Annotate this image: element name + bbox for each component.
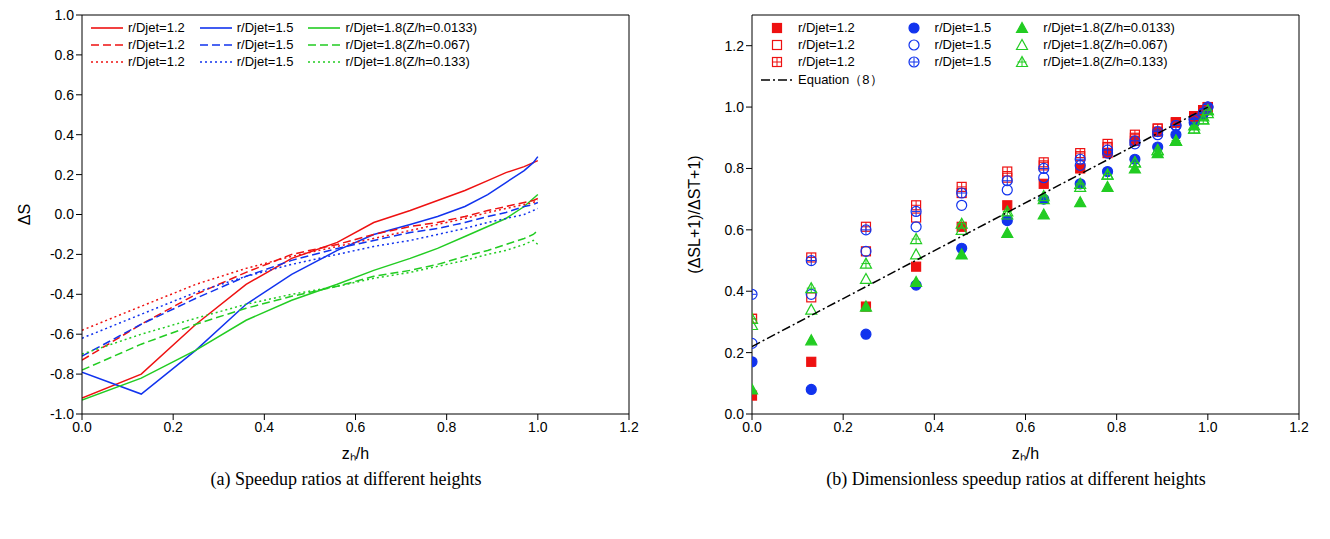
svg-text:1.0: 1.0 <box>528 419 548 435</box>
svg-text:-0.8: -0.8 <box>50 366 74 382</box>
svg-text:1.2: 1.2 <box>725 38 745 54</box>
html-text:r/Djet=1.8(Z/h=0.0133): r/Djet=1.8(Z/h=0.0133) <box>1043 20 1175 35</box>
html-text:r/Djet=1.2: r/Djet=1.2 <box>798 20 855 35</box>
html-text:r/Djet=1.2: r/Djet=1.2 <box>798 37 855 52</box>
html-text:r/Djet=1.5: r/Djet=1.5 <box>236 54 294 69</box>
html-text:r/Djet=1.8(Z/h=0.067): r/Djet=1.8(Z/h=0.067) <box>345 37 470 52</box>
svg-text:0.8: 0.8 <box>55 47 75 63</box>
svg-text:zₕ/h: zₕ/h <box>1012 445 1039 462</box>
svg-text:ΔS: ΔS <box>16 204 33 225</box>
svg-text:0.6: 0.6 <box>55 87 75 103</box>
svg-text:0.0: 0.0 <box>742 419 762 435</box>
svg-text:0.0: 0.0 <box>725 406 745 422</box>
html-text:r/Djet=1.5: r/Djet=1.5 <box>934 54 992 69</box>
html-text:r/Djet=1.5: r/Djet=1.5 <box>236 20 294 35</box>
html-text:r/Djet=1.5: r/Djet=1.5 <box>236 37 294 52</box>
svg-text:-0.2: -0.2 <box>50 246 74 262</box>
html-text:r/Djet=1.2: r/Djet=1.2 <box>128 37 185 52</box>
svg-text:1.0: 1.0 <box>1198 419 1218 435</box>
svg-text:0.8: 0.8 <box>725 160 745 176</box>
svg-text:0.4: 0.4 <box>725 283 745 299</box>
html-text:r/Djet=1.8(Z/h=0.067): r/Djet=1.8(Z/h=0.067) <box>1043 37 1168 52</box>
svg-text:0.4: 0.4 <box>55 127 75 143</box>
html-text:r/Djet=1.8(Z/h=0.133): r/Djet=1.8(Z/h=0.133) <box>345 54 470 69</box>
svg-text:zₕ/h: zₕ/h <box>342 445 369 462</box>
html-text:r/Djet=1.2: r/Djet=1.2 <box>798 54 855 69</box>
html-text:r/Djet=1.2: r/Djet=1.2 <box>128 20 185 35</box>
svg-text:0.2: 0.2 <box>55 167 75 183</box>
svg-text:0.0: 0.0 <box>55 206 75 222</box>
svg-text:0.2: 0.2 <box>163 419 183 435</box>
html-text:r/Djet=1.8(Z/h=0.0133): r/Djet=1.8(Z/h=0.0133) <box>345 20 477 35</box>
svg-text:(ΔSL+1)/ΔST+1): (ΔSL+1)/ΔST+1) <box>686 155 703 273</box>
svg-text:0.6: 0.6 <box>1016 419 1036 435</box>
html-text:(a) Speedup ratios at differen: (a) Speedup ratios at different heights <box>210 469 482 489</box>
svg-text:0.0: 0.0 <box>72 419 92 435</box>
html-text:Equation（8）: Equation（8） <box>798 72 883 87</box>
html-text:r/Djet=1.5: r/Djet=1.5 <box>934 20 992 35</box>
svg-text:0.8: 0.8 <box>437 419 457 435</box>
html-text:r/Djet=1.2: r/Djet=1.2 <box>128 54 185 69</box>
svg-text:0.4: 0.4 <box>255 419 275 435</box>
svg-text:0.6: 0.6 <box>346 419 366 435</box>
svg-text:1.2: 1.2 <box>1289 419 1309 435</box>
svg-text:1.0: 1.0 <box>725 99 745 115</box>
svg-text:0.8: 0.8 <box>1107 419 1127 435</box>
svg-text:0.2: 0.2 <box>725 345 745 361</box>
html-text:(b) Dimensionless speedup rati: (b) Dimensionless speedup ratios at diff… <box>826 469 1206 489</box>
svg-text:0.2: 0.2 <box>833 419 853 435</box>
svg-text:1.0: 1.0 <box>55 7 75 23</box>
svg-text:-1.0: -1.0 <box>50 406 74 422</box>
html-text:r/Djet=1.5: r/Djet=1.5 <box>934 37 992 52</box>
svg-text:1.2: 1.2 <box>619 419 639 435</box>
svg-text:0.4: 0.4 <box>925 419 945 435</box>
svg-text:-0.4: -0.4 <box>50 286 74 302</box>
svg-text:0.6: 0.6 <box>725 222 745 238</box>
html-text:r/Djet=1.8(Z/h=0.133): r/Djet=1.8(Z/h=0.133) <box>1043 54 1168 69</box>
svg-text:-0.6: -0.6 <box>50 326 74 342</box>
